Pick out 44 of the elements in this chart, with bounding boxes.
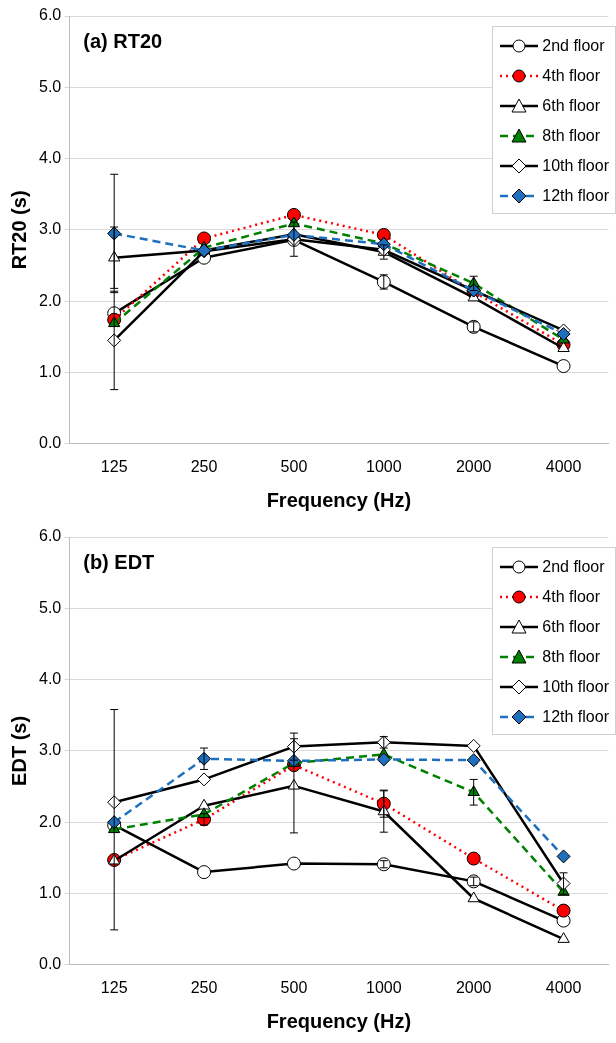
- y-tick-label: 4.0: [38, 670, 62, 688]
- y-tick-label: 0.0: [38, 434, 62, 452]
- legend-label: 12th floor: [542, 708, 609, 726]
- x-tick-label: 250: [190, 978, 218, 996]
- y-tick-label: 3.0: [38, 220, 62, 238]
- legend-label: 6th floor: [542, 97, 601, 115]
- legend-label: 4th floor: [542, 588, 601, 606]
- x-tick-label: 2000: [455, 457, 492, 475]
- x-axis-title: Frequency (Hz): [266, 1009, 412, 1032]
- y-tick-label: 2.0: [38, 812, 62, 830]
- x-tick-label: 4000: [545, 457, 582, 475]
- text: (b) EDT: [83, 550, 155, 573]
- x-tick-label: 125: [100, 978, 128, 996]
- legend-label: 2nd floor: [542, 558, 605, 576]
- y-tick-label: 6.0: [38, 527, 62, 545]
- y-tick-label: 1.0: [38, 883, 62, 901]
- y-tick-label: 1.0: [38, 362, 62, 380]
- y-axis-title: EDT (s): [7, 715, 30, 786]
- legend-label: 2nd floor: [542, 37, 605, 55]
- legend-label: 10th floor: [542, 678, 609, 696]
- text: (a) RT20: [83, 29, 163, 52]
- y-tick-label: 5.0: [38, 77, 62, 95]
- legend-label: 4th floor: [542, 67, 601, 85]
- x-tick-label: 500: [280, 457, 308, 475]
- y-tick-label: 0.0: [38, 955, 62, 973]
- x-tick-label: 2000: [455, 978, 492, 996]
- legend-label: 8th floor: [542, 127, 601, 145]
- x-tick-label: 250: [190, 457, 218, 475]
- y-tick-label: 4.0: [38, 149, 62, 167]
- y-axis-title: RT20 (s): [7, 190, 30, 270]
- y-tick-label: 6.0: [38, 6, 62, 24]
- x-tick-label: 4000: [545, 978, 582, 996]
- legend-label: 6th floor: [542, 618, 601, 636]
- y-tick-label: 5.0: [38, 598, 62, 616]
- legend-label: 12th floor: [542, 187, 609, 205]
- x-tick-label: 1000: [366, 978, 402, 996]
- legend-label: 10th floor: [542, 157, 609, 175]
- y-tick-label: 3.0: [38, 741, 62, 759]
- x-tick-label: 1000: [366, 457, 402, 475]
- x-tick-label: 500: [280, 978, 308, 996]
- legend-label: 8th floor: [542, 648, 601, 666]
- x-tick-label: 125: [100, 457, 128, 475]
- y-tick-label: 2.0: [38, 291, 62, 309]
- x-axis-title: Frequency (Hz): [266, 488, 412, 511]
